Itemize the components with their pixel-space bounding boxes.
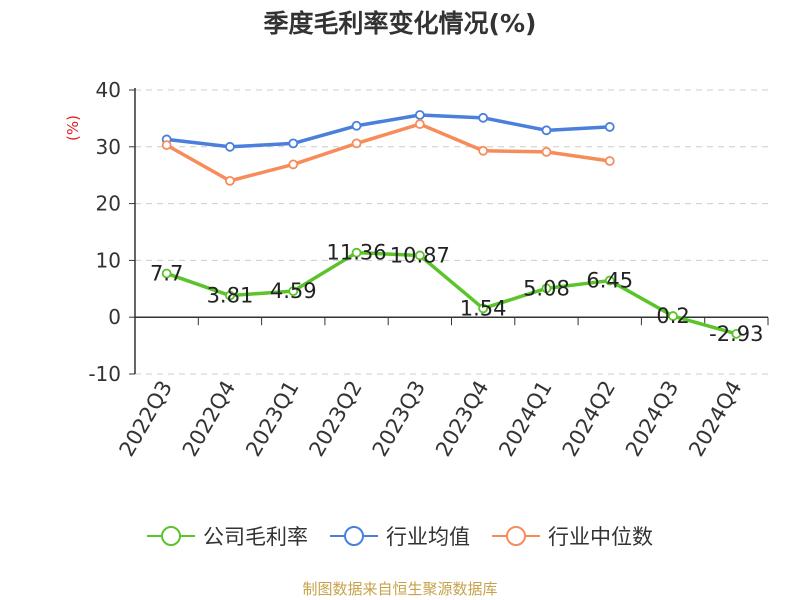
series-line (165, 122, 610, 183)
legend-item[interactable]: 行业中位数 (492, 521, 653, 551)
data-label: 10.87 (390, 243, 450, 267)
data-point (731, 328, 742, 339)
data-point (225, 175, 235, 186)
data-point (161, 268, 172, 279)
data-point (604, 122, 615, 132)
data-point (414, 110, 425, 120)
data-point (478, 303, 489, 314)
data-point (541, 125, 552, 136)
x-tick-label: 2024Q1 (494, 377, 556, 461)
data-label: 1.54 (460, 296, 507, 320)
data-point (288, 286, 299, 297)
data-point (478, 145, 489, 156)
data-point (604, 275, 615, 286)
data-label: 3.81 (207, 284, 254, 308)
x-tick-label: 2023Q1 (241, 377, 303, 461)
x-tick-label: 2024Q4 (684, 377, 746, 461)
legend-item[interactable]: 行业均值 (330, 521, 470, 551)
y-tick-label: -10 (88, 362, 121, 386)
x-tick-label: 2024Q3 (621, 377, 683, 461)
legend: 公司毛利率 行业均值 行业中位数 (0, 518, 800, 554)
x-tick-label: 2023Q2 (304, 377, 366, 461)
y-tick-label: 40 (96, 78, 121, 102)
data-point (161, 140, 172, 150)
data-label: 0.2 (656, 304, 689, 328)
data-point (541, 283, 552, 294)
data-point (604, 156, 615, 166)
data-point (288, 138, 299, 149)
series-line (166, 250, 737, 336)
data-label: 11.36 (326, 241, 386, 265)
data-point (225, 290, 235, 301)
legend-marker-icon (330, 526, 378, 546)
chart-title: 季度毛利率变化情况(%) (263, 9, 537, 38)
series-line (166, 113, 610, 149)
data-point (351, 120, 362, 131)
legend-item[interactable]: 公司毛利率 (147, 521, 308, 551)
x-tick-label: 2022Q3 (115, 377, 177, 461)
data-label: 7.7 (150, 261, 183, 285)
source-note: 制图数据来自恒生聚源数据库 (302, 580, 498, 598)
x-tick-label: 2022Q4 (178, 377, 240, 461)
legend-label: 行业均值 (386, 525, 470, 549)
y-axis-label: (%) (64, 115, 82, 141)
data-point (414, 250, 425, 261)
data-point (414, 119, 425, 129)
grid-lines (135, 89, 768, 375)
data-point (541, 147, 552, 157)
x-tick-label: 2023Q4 (431, 377, 493, 461)
series-lines (161, 110, 742, 339)
data-label: 6.45 (586, 269, 633, 293)
data-point (225, 141, 235, 152)
legend-marker-icon (492, 526, 540, 546)
data-point (351, 247, 362, 258)
y-tick-label: 10 (96, 248, 121, 272)
y-tick-label: 30 (96, 135, 121, 159)
legend-label: 行业中位数 (548, 525, 653, 549)
y-tick-label: 0 (108, 305, 121, 329)
x-tick-label: 2023Q3 (368, 377, 430, 461)
data-point (478, 112, 489, 123)
data-label: -2.93 (709, 322, 763, 346)
legend-marker-icon (147, 526, 195, 546)
data-point (668, 311, 678, 321)
data-labels: 7.7 3.81 4.59 11.36 10.87 1.54 5.08 6.45 0.2 -2.9… (150, 241, 764, 346)
data-point (351, 138, 362, 149)
data-label: 4.59 (270, 279, 317, 303)
data-label: 5.08 (523, 276, 570, 300)
data-point (288, 159, 299, 170)
x-tick-label: 2024Q2 (558, 377, 620, 461)
y-tick-label: 20 (96, 192, 121, 216)
legend-label: 公司毛利率 (203, 525, 308, 549)
